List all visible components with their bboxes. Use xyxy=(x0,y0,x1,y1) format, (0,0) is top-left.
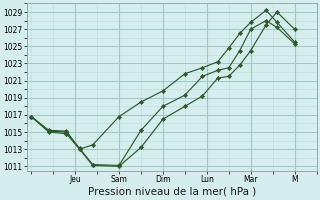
X-axis label: Pression niveau de la mer( hPa ): Pression niveau de la mer( hPa ) xyxy=(88,187,256,197)
